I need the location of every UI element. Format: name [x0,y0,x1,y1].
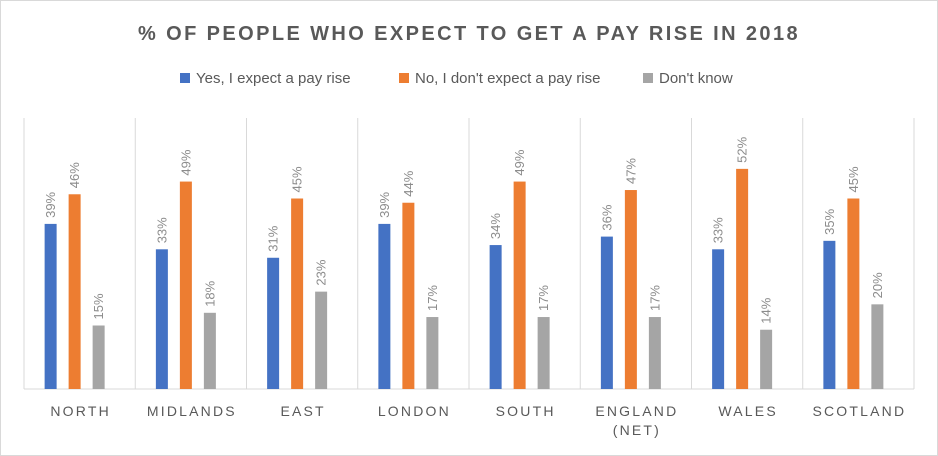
bar-yes [823,240,836,389]
category-label: ENGLAND (NET) [595,403,678,438]
bar-no [68,194,81,389]
chart-legend: Yes, I expect a pay rise No, I don't exp… [180,70,733,87]
data-label-dont-know: 17% [425,285,440,311]
bar-no [402,202,415,389]
bar-yes [712,249,725,389]
legend-swatch-yes [180,73,190,83]
chart-title: % OF PEOPLE WHO EXPECT TO GET A PAY RISE… [138,23,800,45]
bar-dont-know [426,317,439,389]
bar-no [624,190,637,389]
bar-yes [267,257,280,389]
bar-yes [600,236,613,389]
bar-yes [489,245,502,389]
bar-no [736,168,749,389]
bar-no [179,181,192,389]
data-label-yes: 33% [711,217,726,243]
category-label: WALES [718,403,778,419]
data-label-no: 46% [67,162,82,188]
legend-label-dont-know: Don't know [659,70,733,87]
data-label-no: 52% [735,136,750,162]
data-label-yes: 34% [488,213,503,239]
data-label-dont-know: 18% [202,280,217,306]
bar-no [513,181,526,389]
category-label: NORTH [50,403,111,419]
bar-yes [378,223,391,389]
data-label-yes: 31% [266,225,281,251]
data-label-yes: 39% [377,191,392,217]
legend-label-yes: Yes, I expect a pay rise [196,70,351,87]
data-label-no: 47% [623,158,638,184]
data-label-yes: 35% [822,208,837,234]
legend-label-no: No, I don't expect a pay rise [415,70,600,87]
bar-dont-know [203,312,216,389]
bar-dont-know [871,304,884,389]
category-label: LONDON [378,403,451,419]
legend-swatch-dont-know [643,73,653,83]
data-label-yes: 39% [43,191,58,217]
category-label: MIDLANDS [147,403,237,419]
data-label-no: 45% [846,166,861,192]
bar-yes [44,223,57,389]
data-label-dont-know: 14% [759,297,774,323]
bar-dont-know [760,329,773,389]
data-label-no: 44% [401,170,416,196]
bar-no [847,198,860,389]
data-label-no: 45% [290,166,305,192]
data-label-dont-know: 17% [647,285,662,311]
bar-no [291,198,304,389]
legend-swatch-no [399,73,409,83]
bar-dont-know [648,317,661,389]
data-label-no: 49% [512,149,527,175]
bar-dont-know [92,325,105,389]
data-label-yes: 36% [599,204,614,230]
bar-yes [155,249,168,389]
plot-area: 39% 46% 15% NORTH 33% 49% 18% MIDLANDS 31% 45% 23%… [23,118,915,438]
category-label: SOUTH [496,403,556,419]
data-label-yes: 33% [154,217,169,243]
data-label-dont-know: 17% [536,285,551,311]
data-label-dont-know: 15% [91,293,106,319]
data-label-dont-know: 23% [314,259,329,285]
category-label: EAST [280,403,325,419]
data-label-dont-know: 20% [870,272,885,298]
data-label-no: 49% [178,149,193,175]
bar-dont-know [537,317,550,389]
bar-dont-know [315,291,328,389]
category-label: SCOTLAND [812,403,906,419]
